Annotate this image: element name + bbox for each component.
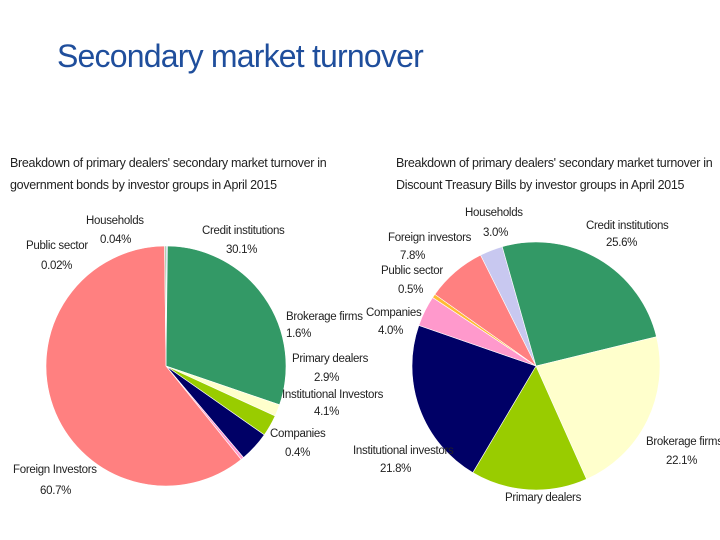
slice-value-institutional-investors: 21.8% — [380, 463, 411, 475]
slice-value-companies: 0.4% — [285, 447, 310, 459]
slice-value-households: 3.0% — [483, 227, 508, 239]
slice-value-institutional-investors: 4.1% — [314, 406, 339, 418]
chart-title-government-bonds: Breakdown of primary dealers' secondary … — [10, 156, 327, 192]
slice-label-brokerage-firms: Brokerage firms — [646, 436, 720, 448]
pie-slice-foreign-investors — [434, 254, 537, 367]
slice-label-households: Households — [86, 215, 144, 227]
slice-value-public-sector: 0.02% — [41, 260, 72, 272]
slice-value-credit-institutions: 30.1% — [226, 244, 257, 256]
slice-value-public-sector: 0.5% — [398, 284, 423, 296]
slice-label-companies: Companies — [366, 307, 422, 319]
slice-label-foreign-investors: Foreign investors — [388, 232, 472, 244]
slice-label-institutional-investors: Institutional investors — [353, 445, 454, 457]
slice-label-companies: Companies — [270, 428, 326, 440]
pie-slice-primary-dealers — [472, 365, 587, 491]
slice-label-credit-institutions: Credit institutions — [202, 225, 285, 237]
slice-value-credit-institutions: 25.6% — [606, 237, 637, 249]
slice-label-credit-institutions: Credit institutions — [586, 220, 669, 232]
slice-label-public-sector: Public sector — [381, 265, 443, 277]
slice-label-brokerage-firms: Brokerage firms — [286, 311, 363, 323]
slice-value-primary-dealers: 2.9% — [314, 372, 339, 384]
chart-title-treasury-bills: Breakdown of primary dealers' secondary … — [396, 156, 713, 192]
slice-label-households: Households — [465, 207, 523, 219]
slice-value-brokerage-firms: 1.6% — [286, 328, 311, 340]
slice-label-public-sector: Public sector — [26, 240, 88, 252]
pie-slice-public-sector — [164, 245, 167, 367]
slice-value-foreign-investors: 7.8% — [400, 250, 425, 262]
slice-label-primary-dealers: Primary dealers — [292, 353, 369, 365]
pie-slice-institutional-investors — [411, 324, 537, 474]
pie-slice-brokerage-firms — [535, 336, 661, 480]
pie-slice-credit-institutions — [501, 241, 657, 367]
slice-label-institutional-investors: Institutional Investors — [282, 389, 384, 401]
slice-value-foreign-investors: 60.7% — [40, 485, 71, 497]
slice-value-brokerage-firms: 22.1% — [666, 455, 697, 467]
slice-label-foreign-investors: Foreign Investors — [13, 464, 97, 476]
slice-value-households: 0.04% — [100, 234, 131, 246]
slice-value-companies: 4.0% — [378, 325, 403, 337]
page-title: Secondary market turnover — [57, 38, 424, 74]
pie-slice-credit-institutions — [165, 245, 287, 406]
pie-slice-foreign-investors — [45, 245, 242, 487]
slice-label-primary-dealers: Primary dealers — [505, 492, 582, 504]
